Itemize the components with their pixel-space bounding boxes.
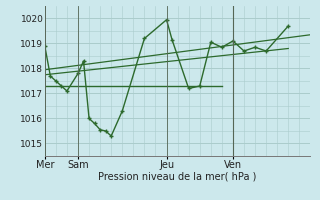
X-axis label: Pression niveau de la mer( hPa ): Pression niveau de la mer( hPa ): [99, 172, 257, 182]
